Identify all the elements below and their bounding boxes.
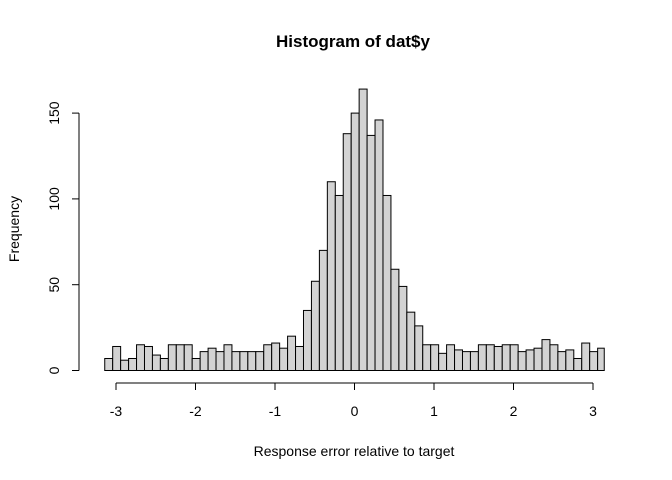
histogram-bar (501, 344, 511, 372)
y-axis: 0 50 100 150 (46, 101, 80, 374)
histogram-bar (199, 351, 209, 371)
histogram-bar (263, 344, 273, 372)
chart-title: Histogram of dat$y (276, 32, 431, 51)
histogram-bar (597, 347, 605, 372)
histogram-bar (366, 134, 376, 371)
histogram-bar (318, 249, 328, 372)
histogram-bar (509, 344, 519, 372)
histogram-bar (461, 351, 471, 371)
y-axis-label: Frequency (6, 196, 22, 262)
histogram-bar (406, 311, 416, 372)
histogram-bar (326, 181, 336, 371)
histogram-bar (422, 344, 432, 372)
histogram-bar (581, 342, 591, 372)
histogram-bar (525, 349, 535, 372)
y-tick-label: 100 (46, 187, 62, 211)
x-tick-label: -2 (189, 403, 202, 419)
histogram-bar (191, 357, 201, 371)
histogram-bar (302, 309, 312, 372)
histogram-bar (159, 357, 169, 371)
bars-group (104, 88, 605, 372)
histogram-bar (310, 280, 320, 371)
histogram-bar (374, 119, 384, 371)
x-tick-label: -3 (110, 403, 123, 419)
histogram-bar (112, 345, 122, 372)
histogram-bar (167, 344, 177, 372)
histogram-bar (414, 325, 424, 372)
histogram-bar (120, 359, 130, 372)
histogram-bar (223, 344, 233, 372)
x-tick-label: 3 (589, 403, 597, 419)
x-axis: -3 -2 -1 0 1 2 3 (110, 382, 597, 419)
y-tick-label: 50 (46, 277, 62, 293)
histogram-bar (175, 344, 185, 372)
histogram-bar (334, 194, 344, 371)
histogram-bar (469, 351, 479, 371)
x-tick-label: 0 (351, 403, 359, 419)
histogram-bar (430, 344, 440, 372)
histogram-bar (143, 345, 153, 372)
x-axis-label: Response error relative to target (254, 443, 455, 459)
histogram-bar (390, 268, 400, 372)
x-tick-label: 2 (510, 403, 518, 419)
histogram-bar (279, 347, 289, 372)
histogram-bar (454, 349, 463, 372)
histogram-bar (446, 344, 456, 372)
histogram-bar (517, 351, 527, 371)
histogram-bar (136, 344, 145, 372)
histogram-bar (438, 352, 448, 371)
histogram-bar (231, 351, 241, 371)
histogram-bar (128, 357, 138, 371)
histogram-bar (287, 335, 297, 371)
histogram-bar (541, 339, 551, 371)
histogram-bar (358, 88, 368, 372)
histogram-bar (350, 112, 360, 371)
x-tick-label: 1 (430, 403, 438, 419)
histogram-bar (549, 344, 559, 372)
histogram-bar (342, 133, 352, 371)
histogram-bar (104, 357, 114, 371)
histogram-bar (589, 351, 599, 371)
histogram-bar (183, 344, 193, 372)
histogram-bar (533, 347, 543, 372)
histogram-bar (565, 349, 575, 372)
histogram-bar (247, 351, 257, 371)
histogram-bar (485, 344, 495, 372)
histogram-bar (295, 345, 304, 372)
y-tick-label: 150 (46, 101, 62, 125)
histogram-bar (151, 354, 161, 371)
histogram-bar (493, 345, 503, 372)
x-tick-label: -1 (269, 403, 282, 419)
histogram-bar (239, 351, 249, 371)
histogram-bar (271, 342, 281, 372)
histogram-bar (398, 285, 408, 372)
histogram-bar (557, 351, 567, 371)
histogram-bar (215, 351, 225, 371)
histogram-bar (207, 347, 217, 372)
histogram-bar (573, 357, 583, 371)
histogram-bar (382, 194, 392, 371)
histogram-bar (255, 351, 265, 371)
y-tick-label: 0 (46, 366, 62, 374)
histogram-bar (477, 344, 487, 372)
